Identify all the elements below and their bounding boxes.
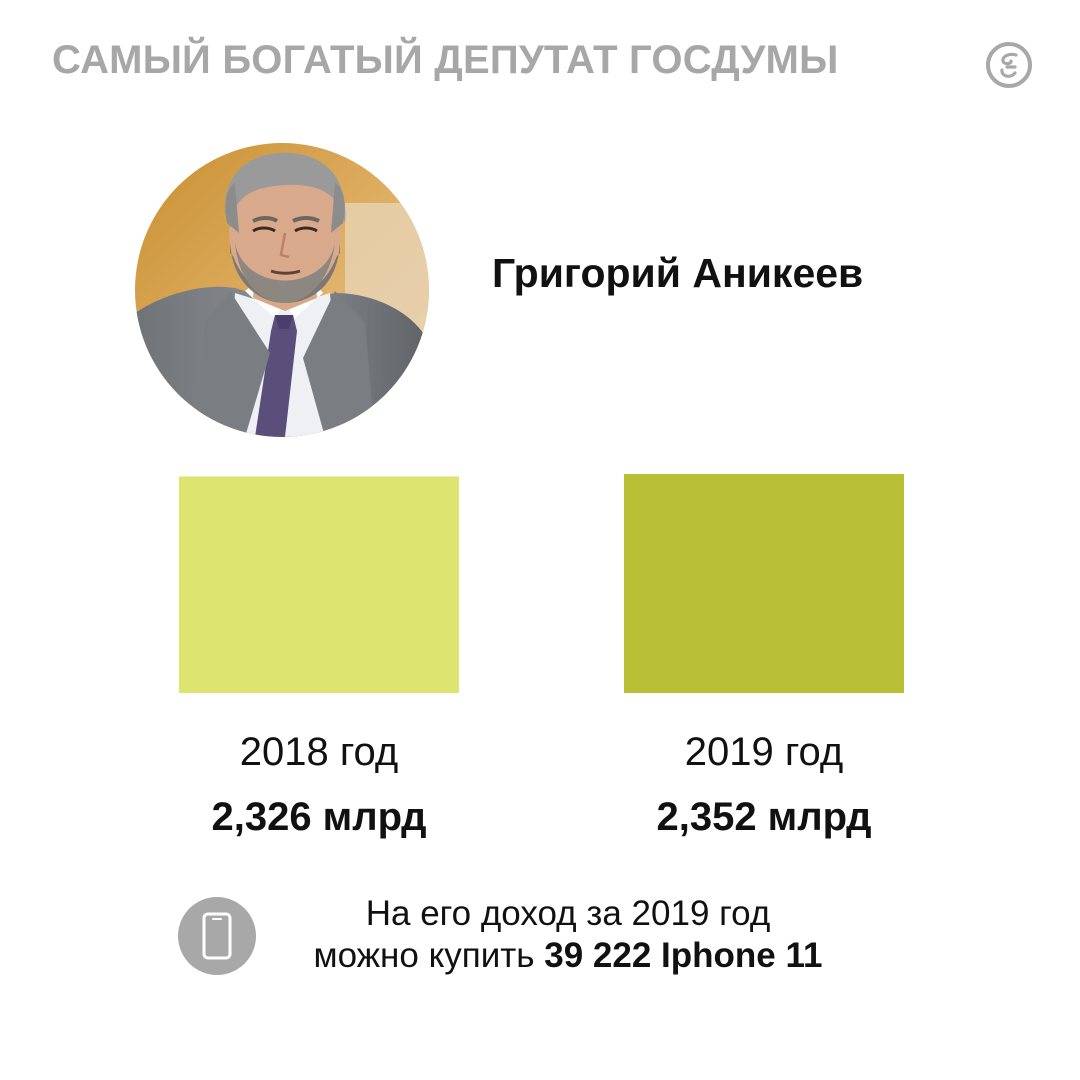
bar-1 xyxy=(179,476,459,693)
smartphone-icon xyxy=(178,897,256,975)
income-note-line2: можно купить 39 222 Iphone 11 xyxy=(268,935,868,977)
income-note-prefix: можно купить xyxy=(313,936,535,975)
income-note: На его доход за 2019 год можно купить 39… xyxy=(268,893,868,977)
newspaper-logo-icon xyxy=(986,42,1032,88)
income-note-line1: На его доход за 2019 год xyxy=(365,894,771,933)
person-name: Григорий Аникеев xyxy=(492,250,864,296)
category-label-2: 2019 год xyxy=(685,730,844,774)
avatar xyxy=(135,143,429,437)
page-title: САМЫЙ БОГАТЫЙ ДЕПУТАТ ГОСДУМЫ xyxy=(52,38,839,82)
bar-2 xyxy=(624,474,904,693)
category-label-1: 2018 год xyxy=(240,730,399,774)
value-label-1: 2,326 млрд xyxy=(211,795,426,839)
iphone-count: 39 222 Iphone 11 xyxy=(544,936,823,975)
value-label-2: 2,352 млрд xyxy=(656,795,871,839)
